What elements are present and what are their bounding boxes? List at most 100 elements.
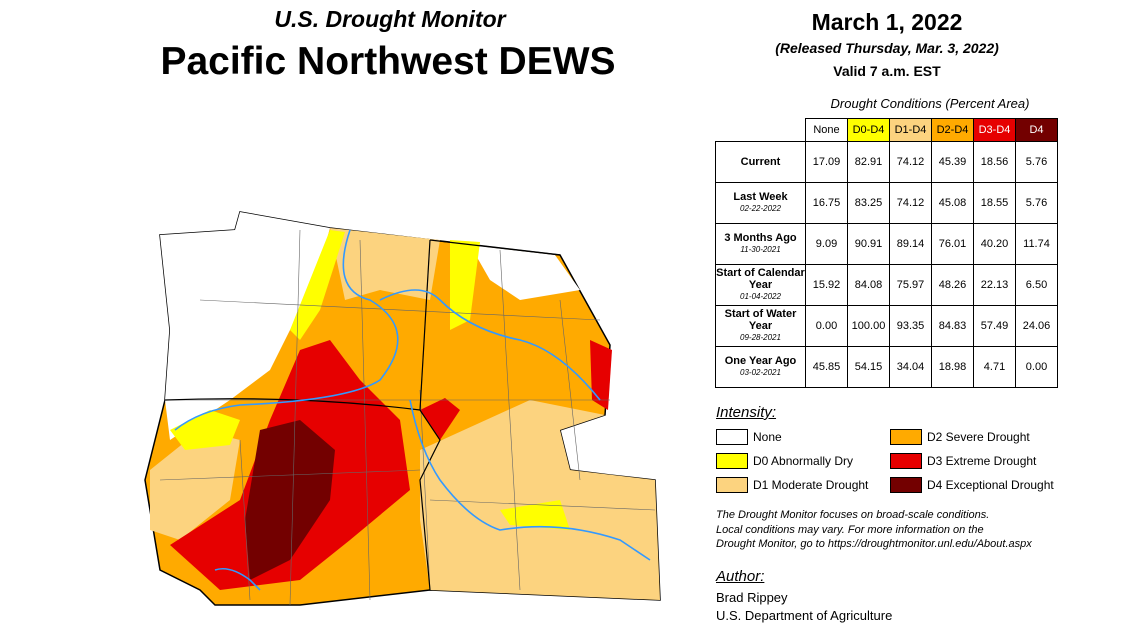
cell: 5.76 — [1015, 182, 1058, 224]
column-header: D1-D4 — [889, 118, 932, 142]
column-header: D4 — [1015, 118, 1058, 142]
cell: 74.12 — [889, 141, 932, 183]
region-d3 — [590, 340, 612, 410]
cell: 100.00 — [847, 305, 890, 347]
column-header: D0-D4 — [847, 118, 890, 142]
cell: 84.08 — [847, 264, 890, 306]
cell: 4.71 — [973, 346, 1016, 388]
row-name: Last Week — [733, 191, 788, 203]
legend-label: D0 Abnormally Dry — [753, 454, 854, 468]
legend-label: None — [753, 430, 782, 444]
column-header: None — [805, 118, 848, 142]
note-line: The Drought Monitor focuses on broad-sca… — [716, 509, 990, 521]
row-label: Start of Water Year 09-28-2021 — [715, 305, 806, 347]
county-lines — [159, 229, 656, 606]
table-caption: Drought Conditions (Percent Area) — [830, 96, 1030, 111]
cell: 18.55 — [973, 182, 1016, 224]
legend-swatch — [716, 429, 748, 445]
rivers — [174, 229, 651, 591]
cell: 22.13 — [973, 264, 1016, 306]
legend-label: D1 Moderate Drought — [753, 478, 869, 492]
cell: 89.14 — [889, 223, 932, 265]
legend-swatch — [890, 429, 922, 445]
cell: 83.25 — [847, 182, 890, 224]
cell: 74.12 — [889, 182, 932, 224]
cell: 18.98 — [931, 346, 974, 388]
legend-label: D4 Exceptional Drought — [927, 478, 1054, 492]
region-d0 — [290, 230, 345, 340]
region-title: Pacific Northwest DEWS — [160, 40, 616, 83]
map-date: March 1, 2022 — [811, 9, 963, 35]
cell: 45.08 — [931, 182, 974, 224]
cell: 15.92 — [805, 264, 848, 306]
legend-swatch — [890, 453, 922, 469]
cell: 48.26 — [931, 264, 974, 306]
note-line: Local conditions may vary. For more info… — [716, 523, 984, 536]
table-row: Start of Water Year 09-28-2021 0.00 100.00 9… — [715, 305, 1058, 347]
cell: 40.20 — [973, 223, 1016, 265]
note: The Drought Monitor focuses on broad-sca… — [716, 508, 1032, 552]
note-line: Drought Monitor, go to https://droughtmo… — [716, 538, 1032, 550]
region-d0 — [500, 500, 570, 530]
cell: 84.83 — [931, 305, 974, 347]
cell: 75.97 — [889, 264, 932, 306]
row-date: 02-22-2022 — [740, 204, 781, 213]
cell: 93.35 — [889, 305, 932, 347]
row-date: 01-04-2022 — [740, 292, 781, 301]
cell: 16.75 — [805, 182, 848, 224]
author-org: U.S. Department of Agriculture — [716, 608, 893, 623]
row-name: One Year Ago — [724, 355, 797, 367]
region-d1 — [150, 430, 240, 540]
legend-swatch — [890, 477, 922, 493]
column-header: D2-D4 — [931, 118, 974, 142]
region-d0 — [450, 240, 480, 330]
region-d4 — [245, 420, 335, 580]
cell: 54.15 — [847, 346, 890, 388]
header-row: None D0-D4 D1-D4 D2-D4 D3-D4 D4 — [716, 118, 1058, 142]
author-name: Brad Rippey — [716, 590, 788, 605]
cell: 57.49 — [973, 305, 1016, 347]
cell: 90.91 — [847, 223, 890, 265]
column-header: D3-D4 — [973, 118, 1016, 142]
cell: 9.09 — [805, 223, 848, 265]
cell: 24.06 — [1015, 305, 1058, 347]
region-d1 — [420, 400, 660, 600]
cell: 6.50 — [1015, 264, 1058, 306]
corner — [716, 119, 806, 142]
legend-label: D2 Severe Drought — [927, 430, 1030, 444]
region-d1 — [330, 228, 440, 300]
row-label: One Year Ago 03-02-2021 — [715, 346, 806, 388]
legend-label: D3 Extreme Drought — [927, 454, 1037, 468]
title: U.S. Drought Monitor — [274, 6, 506, 32]
valid-time: Valid 7 a.m. EST — [833, 63, 941, 79]
region-none — [470, 245, 580, 300]
cell: 45.39 — [931, 141, 974, 183]
table-row: One Year Ago 03-02-2021 45.85 54.15 34.04 18.… — [715, 346, 1058, 388]
table-row: Start of Calendar Year 01-04-2022 15.92 84.… — [715, 264, 1058, 306]
row-date: 03-02-2021 — [740, 368, 781, 377]
row-label: Start of Calendar Year 01-04-2022 — [715, 264, 806, 306]
state-lines — [164, 239, 561, 591]
cell: 34.04 — [889, 346, 932, 388]
cell: 17.09 — [805, 141, 848, 183]
row-name: Start of Water Year — [724, 308, 797, 332]
row-name: Current — [740, 156, 781, 168]
region-d0 — [170, 410, 240, 450]
row-date: 11-30-2021 — [740, 245, 781, 254]
legend-swatch — [716, 477, 748, 493]
row-name: 3 Months Ago — [724, 232, 797, 244]
region-none — [160, 212, 330, 440]
cell: 11.74 — [1015, 223, 1058, 265]
released-date: (Released Thursday, Mar. 3, 2022) — [775, 40, 999, 56]
cell: 18.56 — [973, 141, 1016, 183]
map — [144, 211, 661, 606]
row-label: Last Week 02-22-2022 — [715, 182, 806, 224]
conditions-table: None D0-D4 D1-D4 D2-D4 D3-D4 D4 Current 17.09 82… — [715, 118, 1058, 388]
row-name: Start of Calendar Year — [716, 267, 805, 291]
legend-title: Intensity: — [716, 404, 777, 421]
table-row: 3 Months Ago 11-30-2021 9.09 90.91 89.14 76.0… — [715, 223, 1058, 265]
cell: 45.85 — [805, 346, 848, 388]
table-row: Last Week 02-22-2022 16.75 83.25 74.12 45.08 1… — [715, 182, 1058, 224]
cell: 76.01 — [931, 223, 974, 265]
